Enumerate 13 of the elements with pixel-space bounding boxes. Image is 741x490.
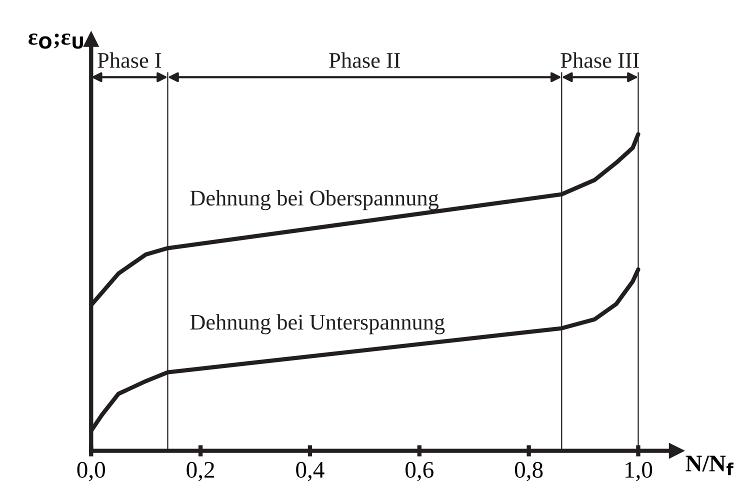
series-label: Dehnung bei Unterspannung xyxy=(190,314,445,334)
x-tick-label: 0,2 xyxy=(186,462,214,482)
x-tick-label: 0,8 xyxy=(514,462,543,482)
x-tick-label: 1,0 xyxy=(626,462,652,482)
text: Phase III xyxy=(560,52,639,68)
y-axis-title: ε$_{O}$;ε$_{U}$ xyxy=(28,34,84,49)
x-tick-label: 0,0 xyxy=(77,462,105,482)
text: Phase II xyxy=(329,52,400,68)
x-tick-label: 0,6 xyxy=(406,462,434,482)
text: Phase I xyxy=(98,52,162,68)
x-axis-title: N/N$_{f}$ xyxy=(686,456,734,476)
x-tick-label: 0,4 xyxy=(296,462,324,482)
series-label: Dehnung bei Oberspannung xyxy=(190,190,439,210)
